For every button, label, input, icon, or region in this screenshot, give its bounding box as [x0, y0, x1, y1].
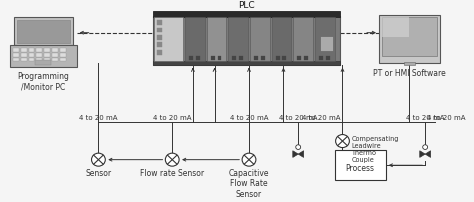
Bar	[13, 49, 18, 53]
Bar	[60, 54, 66, 57]
Bar	[275, 57, 280, 61]
Polygon shape	[420, 151, 425, 158]
Bar	[13, 54, 18, 57]
Bar	[60, 58, 66, 62]
Bar	[157, 21, 163, 26]
Bar	[272, 18, 292, 62]
Polygon shape	[298, 151, 304, 158]
Text: Compensating
Leadwire
Thermo
Couple: Compensating Leadwire Thermo Couple	[351, 135, 399, 162]
Bar	[250, 18, 270, 62]
Circle shape	[423, 145, 428, 150]
Bar	[44, 49, 50, 53]
Bar	[228, 18, 248, 62]
Bar	[153, 62, 339, 65]
Text: 4 to 20 mA: 4 to 20 mA	[153, 114, 191, 120]
Bar	[44, 54, 50, 57]
Bar	[36, 54, 42, 57]
Bar	[36, 58, 42, 62]
Bar	[21, 58, 27, 62]
Bar	[157, 36, 163, 40]
Text: Capacitive
Flow Rate
Sensor: Capacitive Flow Rate Sensor	[229, 168, 269, 198]
Bar	[185, 18, 205, 62]
Text: 4 to 20 mA: 4 to 20 mA	[79, 114, 118, 120]
Text: PLC: PLC	[238, 1, 255, 10]
Polygon shape	[425, 151, 430, 158]
Bar	[28, 49, 35, 53]
Bar	[382, 18, 437, 57]
Text: Flow rate Sensor: Flow rate Sensor	[140, 168, 204, 177]
Bar	[382, 18, 410, 38]
Bar	[239, 57, 243, 61]
Bar	[52, 58, 58, 62]
Bar	[21, 54, 27, 57]
Text: PT or HMI Software: PT or HMI Software	[373, 68, 446, 77]
Bar	[28, 54, 35, 57]
Text: 4 to 20 mA: 4 to 20 mA	[302, 114, 340, 120]
Bar	[14, 18, 73, 46]
Bar	[157, 43, 163, 48]
Bar	[44, 58, 50, 62]
Bar	[297, 57, 301, 61]
Bar	[189, 57, 193, 61]
Bar	[254, 57, 258, 61]
Circle shape	[336, 135, 349, 148]
Bar	[153, 12, 339, 18]
Bar	[304, 57, 308, 61]
Bar	[261, 57, 265, 61]
Bar	[335, 151, 386, 180]
Bar	[21, 49, 27, 53]
Circle shape	[296, 145, 301, 150]
Bar	[293, 18, 313, 62]
Bar	[403, 63, 415, 65]
Circle shape	[91, 153, 105, 166]
Bar	[10, 46, 77, 68]
Bar	[28, 58, 35, 62]
Text: Sensor: Sensor	[85, 168, 111, 177]
Bar	[13, 58, 18, 62]
Bar	[52, 49, 58, 53]
Bar	[36, 49, 42, 53]
Bar	[232, 57, 236, 61]
Bar	[154, 18, 183, 62]
Bar	[36, 61, 51, 66]
Text: Process: Process	[346, 163, 375, 172]
Bar	[52, 54, 58, 57]
Bar	[60, 49, 66, 53]
Text: Programming
/Monitor PC: Programming /Monitor PC	[18, 72, 69, 91]
Bar	[315, 18, 335, 62]
Bar	[320, 37, 333, 52]
Bar	[326, 57, 330, 61]
Bar	[196, 57, 200, 61]
Text: 4 to 20 mA: 4 to 20 mA	[406, 114, 445, 120]
Bar	[379, 16, 440, 64]
Text: 4 to 20 mA: 4 to 20 mA	[279, 114, 318, 120]
Circle shape	[165, 153, 179, 166]
Polygon shape	[293, 151, 298, 158]
Bar	[319, 57, 323, 61]
Bar	[157, 51, 163, 55]
Bar	[210, 57, 215, 61]
Bar	[207, 18, 227, 62]
Text: 4 to 20 mA: 4 to 20 mA	[230, 114, 268, 120]
Text: 4 to 20 mA: 4 to 20 mA	[427, 114, 465, 120]
Bar	[157, 28, 163, 33]
Bar	[283, 57, 286, 61]
Bar	[17, 21, 70, 43]
Bar	[153, 17, 339, 65]
Bar	[218, 57, 221, 61]
Circle shape	[242, 153, 256, 166]
